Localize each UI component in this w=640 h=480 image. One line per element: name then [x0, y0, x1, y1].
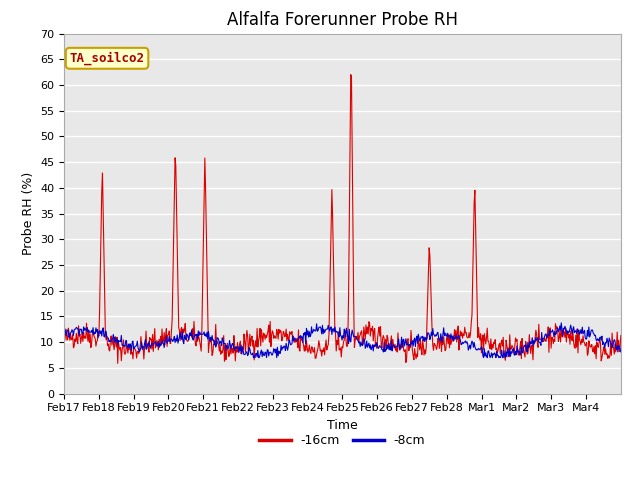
Line: -16cm: -16cm	[64, 74, 621, 363]
Title: Alfalfa Forerunner Probe RH: Alfalfa Forerunner Probe RH	[227, 11, 458, 29]
-16cm	[277, 329, 285, 335]
-16cm	[347, 72, 355, 77]
Y-axis label: Probe RH (%): Probe RH (%)	[22, 172, 35, 255]
-16cm	[617, 333, 625, 338]
-8cm	[557, 320, 565, 326]
-16cm	[433, 347, 440, 352]
-16cm	[126, 341, 134, 347]
-8cm	[432, 332, 440, 338]
-8cm	[250, 355, 257, 360]
Line: -8cm: -8cm	[64, 323, 621, 358]
-8cm	[277, 343, 285, 348]
-8cm	[60, 334, 68, 339]
-16cm	[60, 334, 68, 340]
-8cm	[401, 343, 408, 349]
-16cm	[114, 360, 122, 366]
-8cm	[617, 349, 625, 355]
-8cm	[125, 345, 133, 350]
X-axis label: Time: Time	[327, 419, 358, 432]
-16cm	[256, 325, 264, 331]
Legend: -16cm, -8cm: -16cm, -8cm	[254, 429, 430, 452]
-8cm	[228, 343, 236, 348]
Text: TA_soilco2: TA_soilco2	[70, 51, 145, 65]
-8cm	[256, 352, 264, 358]
-16cm	[228, 346, 236, 352]
-16cm	[401, 347, 409, 353]
